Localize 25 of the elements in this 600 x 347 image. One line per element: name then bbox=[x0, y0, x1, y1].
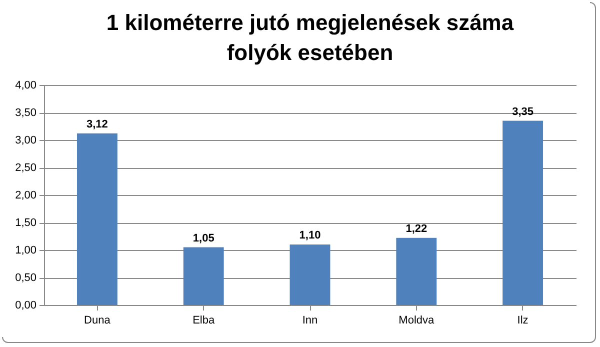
y-tick-label: 4,00 bbox=[15, 80, 36, 92]
data-label: 1,22 bbox=[406, 222, 428, 235]
bar bbox=[183, 247, 224, 305]
x-tick-label: Inn bbox=[302, 314, 318, 326]
y-tick-label: 1,00 bbox=[15, 244, 36, 256]
data-label: 3,35 bbox=[512, 106, 534, 118]
data-label: 3,12 bbox=[86, 118, 108, 130]
x-tick-label: Elba bbox=[192, 314, 216, 326]
bar bbox=[290, 244, 330, 305]
bar bbox=[76, 133, 118, 305]
data-label: 1,05 bbox=[192, 232, 214, 244]
bar bbox=[502, 120, 544, 305]
y-tick-label: 2,50 bbox=[15, 162, 36, 174]
x-tick-label: Ilz bbox=[517, 314, 528, 326]
y-tick-label: 3,50 bbox=[15, 107, 36, 119]
y-tick-label: 0,00 bbox=[15, 300, 36, 312]
chart-title: 1 kilométerre jutó megjelenések száma folyók esetében bbox=[106, 10, 514, 65]
y-tick-label: 0,50 bbox=[15, 272, 36, 284]
data-label: 1,10 bbox=[299, 230, 321, 242]
bar bbox=[396, 238, 437, 305]
x-tick-label: Duna bbox=[84, 314, 112, 326]
y-tick-label: 1,50 bbox=[15, 217, 36, 229]
y-tick-label: 3,00 bbox=[15, 134, 36, 146]
x-tick-label: Moldva bbox=[398, 314, 436, 326]
y-tick-label: 2,00 bbox=[15, 190, 36, 202]
